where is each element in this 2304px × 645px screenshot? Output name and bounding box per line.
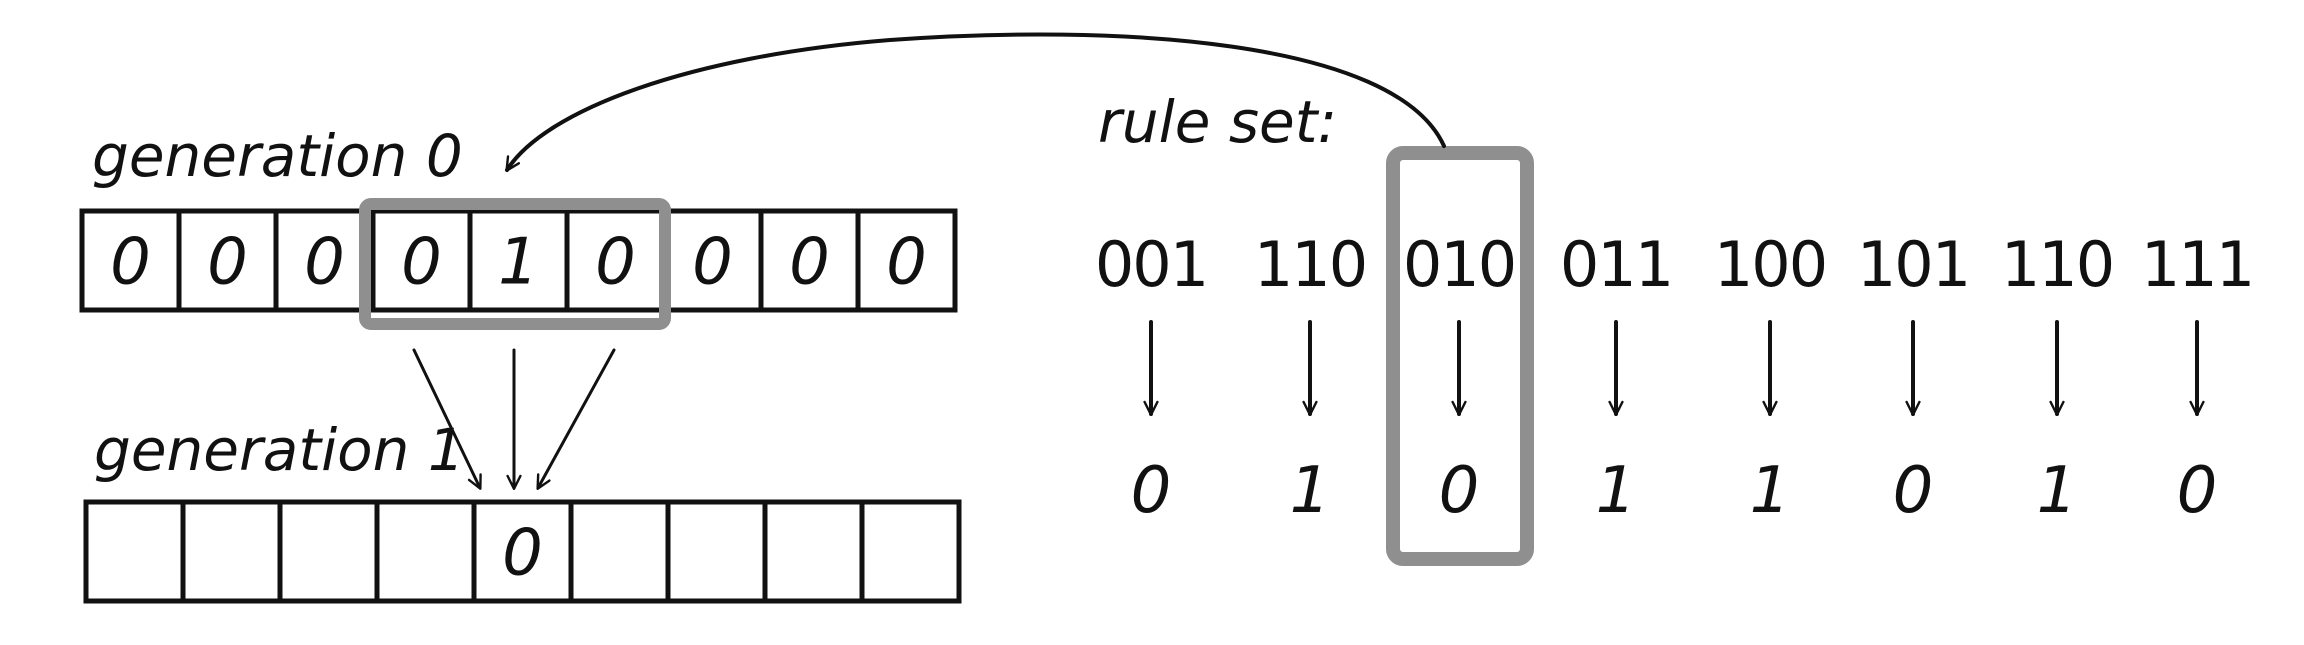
rule-pattern: 101 — [1857, 228, 1969, 301]
generation-1-cell — [277, 499, 380, 604]
generation-0-cell-value: 0 — [110, 226, 151, 300]
rule-output: 0 — [1131, 454, 1172, 528]
generation-1-row: 0 — [83, 499, 962, 604]
rule-pattern: 100 — [1714, 228, 1826, 301]
rule-pattern: 011 — [1560, 228, 1672, 301]
generation-1-cell-value: 0 — [502, 517, 543, 591]
generation-1-label: generation 1 — [94, 416, 465, 484]
generation-0-cell-value: 0 — [304, 226, 345, 300]
generation-0-cell — [176, 208, 279, 313]
generation-1-cell — [762, 499, 865, 604]
generation-0-cell-value: 0 — [595, 226, 636, 300]
generation-0-cell-value: 0 — [401, 226, 442, 300]
generation-0-cell-value: 0 — [886, 226, 927, 300]
right-neighbor-arrow — [536, 348, 616, 490]
rule-to-neighborhood-arrow — [505, 32, 1446, 172]
generation-0-cell-value: 1 — [498, 226, 539, 300]
generation-0-cell-value: 0 — [207, 226, 248, 300]
rule-output: 1 — [1750, 454, 1791, 528]
rule-pattern: 001 — [1095, 228, 1207, 301]
rule-pattern: 110 — [2001, 228, 2113, 301]
neighborhood-highlight — [359, 198, 671, 330]
generation-0-cell-value: 0 — [789, 226, 830, 300]
ruleset-label: rule set: — [1098, 88, 1337, 156]
generation-1-cell — [859, 499, 962, 604]
generation-1-cell — [374, 499, 477, 604]
rule-pattern: 110 — [1254, 228, 1366, 301]
rule-output: 1 — [1596, 454, 1637, 528]
left-neighbor-arrow — [412, 348, 482, 490]
generation-1-cell — [83, 499, 186, 604]
generation-0-cell-value: 0 — [692, 226, 733, 300]
generation-0-cell — [855, 208, 958, 313]
generation-0-label: generation 0 — [92, 122, 463, 190]
rule-pattern: 010 — [1403, 228, 1515, 301]
generation-0-cell — [79, 208, 182, 313]
generation-0-cell — [273, 208, 376, 313]
rule-pattern: 111 — [2141, 228, 2253, 301]
generation-0-cell — [467, 208, 570, 313]
rule-output: 0 — [1893, 454, 1934, 528]
active-rule-highlight — [1386, 146, 1534, 566]
generation-1-cell — [665, 499, 768, 604]
generation-0-cell — [758, 208, 861, 313]
generation-1-cell — [568, 499, 671, 604]
generation-0-cell — [661, 208, 764, 313]
rule-output: 1 — [2037, 454, 2078, 528]
rule-output: 0 — [1439, 454, 1480, 528]
generation-1-cell — [180, 499, 283, 604]
rule-output: 0 — [2177, 454, 2218, 528]
rule-output: 1 — [1290, 454, 1331, 528]
